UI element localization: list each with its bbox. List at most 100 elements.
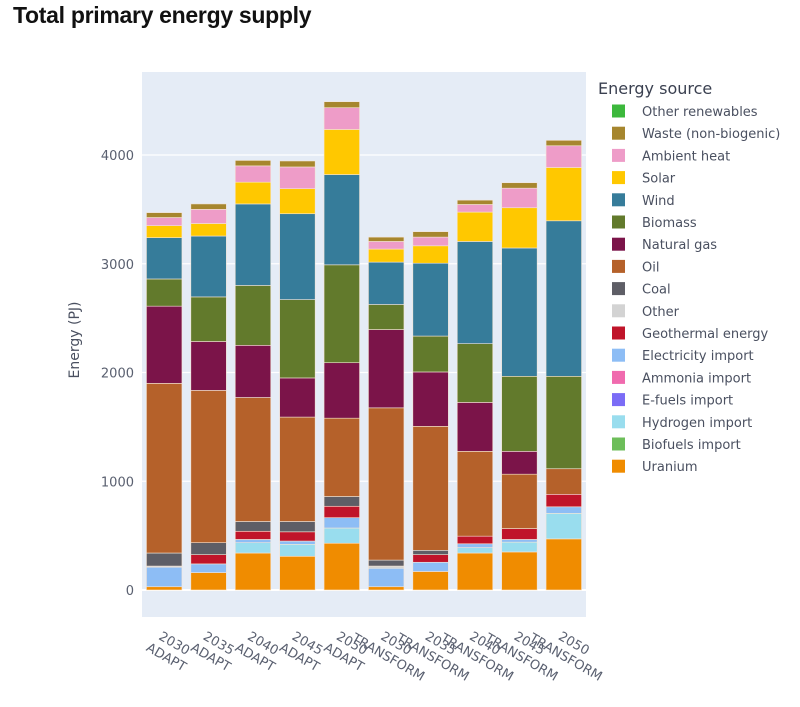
legend-swatch [612,437,625,451]
bar-segment-geothermal-energy [234,530,272,540]
legend-item-waste-non-biogenic[interactable]: Waste (non-biogenic) [612,126,780,143]
legend-item-geothermal-energy[interactable]: Geothermal energy [612,326,768,343]
bar-segment-natural-gas [190,341,227,391]
bar-segment-electricity-import [412,561,449,572]
bar-segment-uranium [501,551,538,591]
legend-label: Oil [642,260,659,275]
bar-segment-solar [190,223,227,237]
legend-swatch [612,304,625,318]
bar-segment-electricity-import [146,566,183,588]
y-tick-label: 4000 [101,149,134,164]
bar-segment-waste-non-biogenic [501,182,538,189]
legend-label: Waste (non-biogenic) [642,127,780,142]
legend-item-oil[interactable]: Oil [612,259,659,276]
bar-segment-waste-non-biogenic [323,101,360,108]
bar-segment-waste-non-biogenic [190,203,227,210]
legend-item-coal[interactable]: Coal [612,282,671,298]
legend-title: Energy source [598,79,712,98]
bar-segment-coal [146,552,183,567]
bar-stack-2050-adapt [323,101,360,591]
legend-swatch [612,215,625,229]
y-axis-title: Energy (PJ) [67,302,83,379]
legend-item-solar[interactable]: Solar [612,171,676,187]
legend-item-electricity-import[interactable]: Electricity import [612,348,754,365]
legend-label: Natural gas [642,238,717,253]
legend-label: E-fuels import [642,394,733,409]
legend-label: Uranium [642,460,698,475]
bar-segment-wind [456,241,494,344]
legend-label: Ambient heat [642,149,730,164]
bar-segment-coal [368,559,405,567]
y-tick-label: 0 [126,584,134,599]
bar-stack-2040-transform [456,199,494,591]
legend-label: Coal [642,283,671,298]
legend-item-e-fuels-import[interactable]: E-fuels import [612,393,733,409]
bar-segment-oil [368,407,405,561]
bar-segment-coal [412,550,449,555]
legend-swatch [612,348,625,362]
bar-segment-solar [323,129,360,175]
bar-segment-electricity-import [456,543,494,548]
bar-segment-coal [323,496,360,507]
bar-stack-2035-adapt [190,203,227,591]
bar-segment-hydrogen-import [456,547,494,554]
bar-segment-wind [234,203,272,286]
bar-segment-solar [368,248,405,263]
bar-segment-waste-non-biogenic [456,199,494,205]
bar-segment-biomass [323,264,360,364]
bar-segment-solar [412,245,449,264]
legend: Energy source Other renewables Waste (non… [598,79,780,475]
bar-segment-biomass [279,299,316,379]
y-tick-label: 2000 [101,367,134,382]
bar-segment-electricity-import [323,517,360,529]
bar-segment-ambient-heat [323,107,360,130]
bar-segment-biomass [234,285,272,346]
legend-item-biomass[interactable]: Biomass [612,215,697,232]
legend-item-biofuels-import[interactable]: Biofuels import [612,437,741,454]
bar-segment-solar [545,167,582,222]
legend-item-hydrogen-import[interactable]: Hydrogen import [612,415,752,431]
bar-segment-wind [146,237,183,280]
bar-stack-2035-transform [412,231,449,591]
bar-segment-solar [146,225,183,238]
bar-segment-geothermal-energy [412,554,449,563]
bar-segment-oil [190,390,227,543]
bar-stack-2030-adapt [146,212,183,591]
bar-segment-oil [279,416,316,522]
bar-segment-natural-gas [456,402,494,452]
bar-segment-hydrogen-import [545,513,582,540]
legend-item-ammonia-import[interactable]: Ammonia import [612,370,751,387]
legend-item-ambient-heat[interactable]: Ambient heat [612,148,730,165]
legend-item-other-renewables[interactable]: Other renewables [612,104,758,121]
bar-segment-other [368,565,405,569]
bar-segment-geothermal-energy [190,554,227,565]
bar-segment-natural-gas [146,305,183,384]
legend-label: Electricity import [642,349,754,364]
legend-label: Geothermal energy [642,327,768,342]
bar-segment-oil [456,451,494,537]
bar-segment-geothermal-energy [545,493,582,508]
legend-item-natural-gas[interactable]: Natural gas [612,237,717,254]
bar-segment-waste-non-biogenic [545,140,582,147]
bar-segment-uranium [456,552,494,591]
bar-segment-electricity-import [279,540,316,545]
legend-item-uranium[interactable]: Uranium [612,459,698,476]
bar-segment-electricity-import [545,506,582,514]
bar-segment-wind [190,235,227,298]
y-tick-label: 1000 [101,475,134,490]
bar-segment-waste-non-biogenic [146,212,183,218]
bar-segment-hydrogen-import [234,542,272,554]
bar-segment-ambient-heat [545,145,582,168]
legend-item-wind[interactable]: Wind [612,193,675,209]
legend-item-other[interactable]: Other [612,304,680,320]
bar-segment-waste-non-biogenic [412,231,449,238]
legend-swatch [612,370,625,384]
legend-swatch [612,193,625,207]
bar-segment-hydrogen-import [279,544,316,557]
bar-segment-coal [234,521,272,532]
bar-segment-electricity-import [368,567,405,588]
bar-segment-natural-gas [501,451,538,475]
bar-segment-solar [234,181,272,205]
bar-segment-ambient-heat [146,217,183,226]
